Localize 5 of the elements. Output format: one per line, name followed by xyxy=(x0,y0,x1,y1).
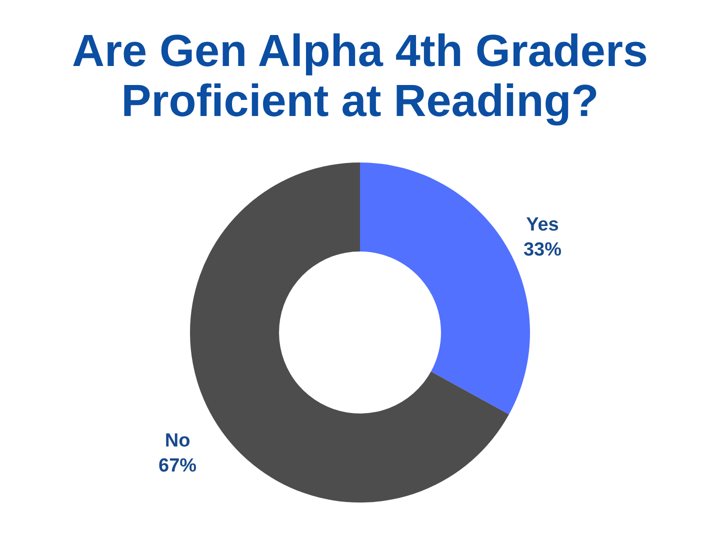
data-label: 67% xyxy=(158,455,197,476)
slice-label: No xyxy=(164,430,190,452)
slice-label: Yes xyxy=(526,214,559,236)
data-label: 33% xyxy=(523,240,562,261)
chart-title: Are Gen Alpha 4th Graders Proficient at Reading? xyxy=(72,25,648,126)
